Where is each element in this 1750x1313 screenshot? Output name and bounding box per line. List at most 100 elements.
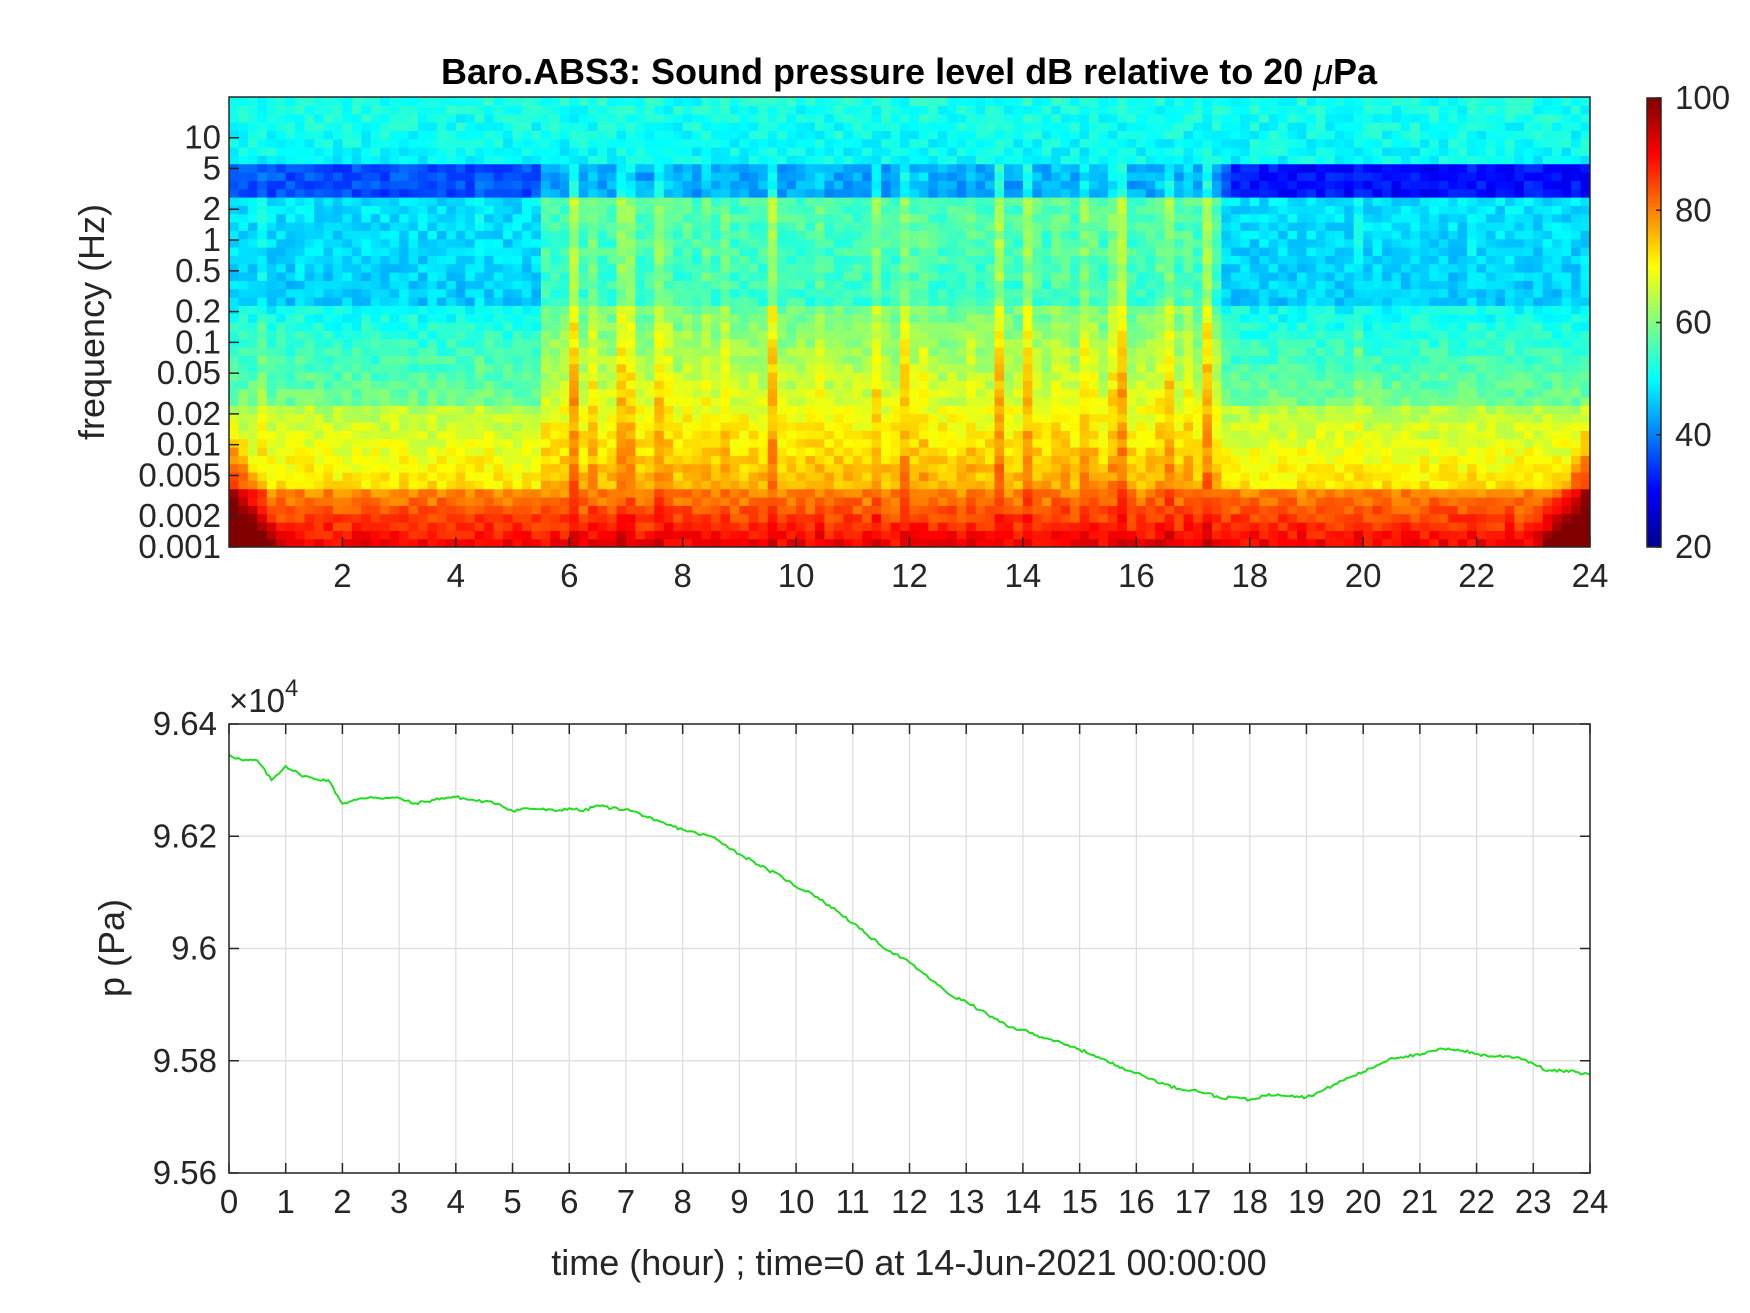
spectrogram-cell — [1004, 330, 1015, 340]
spectrogram-cell — [229, 180, 240, 190]
spectrogram-cell — [436, 147, 447, 156]
spectrogram-cell — [1041, 205, 1052, 215]
spectrogram-cell — [1004, 497, 1015, 506]
spectrogram-cell — [985, 155, 996, 165]
spectrogram-cell — [578, 197, 589, 206]
spectrogram-cell — [1079, 397, 1090, 406]
spectrogram-cell — [994, 238, 1005, 248]
spectrogram-cell — [654, 480, 665, 490]
spectrogram-cell — [1089, 263, 1100, 273]
spectrogram-cell — [1032, 497, 1043, 506]
spectrogram-cell — [1022, 238, 1033, 248]
spectrogram-cell — [1051, 130, 1062, 140]
spectrogram-cell — [994, 522, 1005, 531]
spectrogram-cell — [314, 280, 325, 290]
spectrogram-cell — [739, 297, 750, 306]
spectrogram-cell — [994, 230, 1005, 240]
spectrogram-cell — [521, 405, 533, 415]
spectrogram-cell — [418, 455, 429, 465]
spectrogram-cell — [758, 530, 769, 540]
spectrogram-cell — [276, 480, 287, 490]
spectrogram-cell — [399, 447, 410, 456]
spectrogram-cell — [796, 488, 807, 498]
spectrogram-cell — [1079, 305, 1090, 315]
spectrogram-cell — [323, 438, 334, 448]
spectrogram-cell — [937, 272, 948, 281]
spectrogram-cell — [796, 272, 807, 281]
spectrogram-cell — [257, 322, 268, 331]
spectrogram-cell — [474, 138, 485, 148]
spectrogram-cell — [323, 463, 334, 473]
spectrogram-cell — [503, 397, 514, 406]
spectrogram-cell — [1079, 297, 1090, 306]
spectrogram-cell — [625, 172, 637, 181]
spectrogram-cell — [852, 505, 863, 515]
spectrogram-cell — [871, 122, 882, 131]
spectrogram-cell — [947, 130, 958, 140]
spectrogram-cell — [569, 222, 580, 231]
spectrogram-cell — [900, 497, 911, 506]
spectrogram-cell — [635, 413, 646, 423]
spectrogram-cell — [370, 513, 381, 523]
spectrogram-cell — [1060, 538, 1071, 547]
spectrogram-cell — [1004, 297, 1015, 306]
spectrogram-cell — [540, 163, 551, 173]
spectrogram-cell — [956, 372, 967, 381]
spectrogram-cell — [521, 180, 533, 190]
spectrogram-cell — [947, 455, 958, 465]
spectrogram-cell — [474, 538, 485, 547]
spectrogram-cell — [777, 155, 788, 165]
spectrogram-cell — [569, 280, 580, 290]
spectrogram-cell — [654, 97, 665, 106]
spectrogram-cell — [550, 513, 561, 523]
spectrogram-cell — [1004, 122, 1015, 131]
spectrogram-cell — [720, 105, 731, 115]
spectrogram-cell — [635, 205, 646, 215]
spectrogram-cell — [881, 397, 892, 406]
spectrogram-cell — [474, 447, 485, 456]
spectrogram-cell — [540, 205, 551, 215]
spectrogram-cell — [607, 205, 618, 215]
spectrogram-cell — [843, 505, 854, 515]
spectrogram-cell — [814, 172, 826, 181]
spectrogram-cell — [748, 288, 759, 298]
spectrogram-cell — [238, 263, 249, 273]
spectrogram-cell — [805, 463, 816, 473]
spectrogram-cell — [701, 463, 712, 473]
spectrogram-cell — [229, 538, 240, 547]
spectrogram-cell — [900, 488, 911, 498]
spectrogram-cell — [663, 163, 674, 173]
spectrogram-cell — [805, 205, 816, 215]
spectrogram-cell — [890, 347, 901, 356]
spectrogram-cell — [843, 222, 854, 231]
spectrogram-cell — [389, 447, 400, 456]
spectrogram-cell — [323, 255, 334, 265]
spectrogram-cell — [852, 105, 863, 115]
spectrogram-cell — [427, 463, 438, 473]
spectrogram-cell — [682, 130, 693, 140]
spectrogram-cell — [729, 463, 740, 473]
spectrogram-cell — [900, 538, 911, 547]
spectrogram-cell — [607, 447, 618, 456]
spectrogram-cell — [1070, 322, 1081, 331]
spectrogram-cell — [540, 397, 551, 406]
spectrogram-cell — [351, 397, 362, 406]
spectrogram-cell — [493, 513, 504, 523]
spectrogram-cell — [559, 213, 570, 223]
spectrogram-cell — [332, 222, 344, 231]
spectrogram-cell — [625, 238, 637, 248]
spectrogram-cell — [890, 313, 901, 323]
spectrogram-cell — [663, 213, 674, 223]
spectrogram-cell — [739, 313, 750, 323]
spectrogram-cell — [947, 347, 958, 356]
spectrogram-cell — [1098, 530, 1109, 540]
spectrogram-cell — [455, 147, 466, 156]
spectrogram-cell — [465, 363, 476, 373]
spectrogram-cell — [342, 463, 353, 473]
spectrogram-cell — [550, 255, 561, 265]
spectrogram-cell — [928, 113, 939, 123]
spectrogram-cell — [814, 197, 826, 206]
spectrogram-cell — [521, 113, 533, 123]
spectrogram-cell — [1079, 530, 1090, 540]
spectrogram-cell — [1013, 522, 1024, 531]
